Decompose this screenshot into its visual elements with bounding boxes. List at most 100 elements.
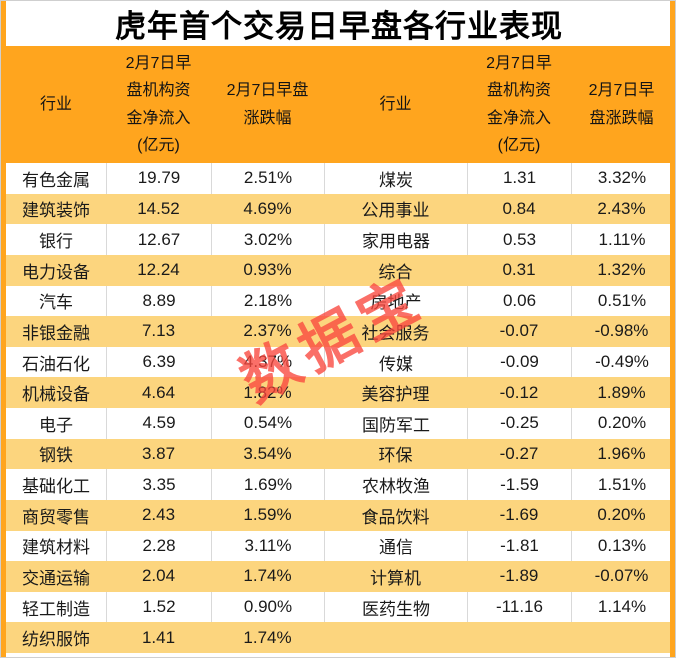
table-row: 轻工制造 1.52 0.90% 医药生物 -11.16 1.14% xyxy=(6,591,672,623)
change-cell: 3.11% xyxy=(211,530,324,562)
industry-cell: 家用电器 xyxy=(324,224,467,255)
change-cell: 2.43% xyxy=(597,198,646,218)
industry-cell: 电子 xyxy=(39,415,73,435)
net-inflow-cell: -0.25 xyxy=(467,408,571,439)
change-cell: 0.13% xyxy=(571,530,672,562)
industry-cell: 综合 xyxy=(378,262,413,282)
change-cell: 1.59% xyxy=(243,505,292,525)
change-cell: 2.51% xyxy=(211,163,324,194)
change-cell: 2.37% xyxy=(243,321,292,341)
right-border-strip xyxy=(670,1,675,657)
table-row: 基础化工 3.35 1.69% 农林牧渔 -1.59 1.51% xyxy=(6,469,672,500)
change-cell: 4.37% xyxy=(211,346,324,378)
table-row: 交通运输 2.04 1.74% 计算机 -1.89 -0.07% xyxy=(6,561,672,592)
industry-cell: 石油石化 xyxy=(22,354,90,374)
net-inflow-cell: -0.07 xyxy=(499,321,539,341)
table-row: 建筑装饰 14.52 4.69% 公用事业 0.84 2.43% xyxy=(6,193,672,225)
change-cell: 0.93% xyxy=(243,260,292,280)
table-row: 钢铁 3.87 3.54% 环保 -0.27 1.96% xyxy=(6,438,672,470)
table-row: 电力设备 12.24 0.93% 综合 0.31 1.32% xyxy=(6,254,672,286)
industry-cell xyxy=(324,622,467,653)
table-row: 非银金融 7.13 2.37% 社会服务 -0.07 -0.98% xyxy=(6,316,672,347)
industry-cell: 商贸零售 xyxy=(22,507,90,527)
header-net-inflow-right: 2月7日早 盘机构资 金净流入 (亿元) xyxy=(486,55,552,154)
net-inflow-cell: -11.16 xyxy=(467,591,571,623)
table-row: 商贸零售 2.43 1.59% 食品饮料 -1.69 0.20% xyxy=(6,499,672,531)
net-inflow-cell: 14.52 xyxy=(137,198,180,218)
change-cell: 1.69% xyxy=(211,469,324,500)
table-row: 银行 12.67 3.02% 家用电器 0.53 1.11% xyxy=(6,224,672,255)
industry-cell: 农林牧渔 xyxy=(324,469,467,500)
change-cell: 0.54% xyxy=(211,408,324,439)
industry-cell: 美容护理 xyxy=(361,385,430,405)
net-inflow-cell: 12.67 xyxy=(106,224,211,255)
net-inflow-cell: -1.89 xyxy=(499,566,539,586)
industry-cell: 非银金融 xyxy=(22,323,90,343)
net-inflow-cell: -0.12 xyxy=(499,382,539,402)
header-change-right: 2月7日早 盘涨跌幅 xyxy=(588,82,655,127)
table-row: 电子 4.59 0.54% 国防军工 -0.25 0.20% xyxy=(6,408,672,439)
page-title: 虎年首个交易日早盘各行业表现 xyxy=(6,1,672,46)
industry-cell: 轻工制造 xyxy=(22,599,90,619)
net-inflow-cell: 0.31 xyxy=(502,260,536,280)
net-inflow-cell: 7.13 xyxy=(141,321,176,341)
table-row: 石油石化 6.39 4.37% 传媒 -0.09 -0.49% xyxy=(6,346,672,378)
net-inflow-cell: -1.81 xyxy=(467,530,571,562)
net-inflow-cell: 4.59 xyxy=(106,408,211,439)
net-inflow-cell: 1.31 xyxy=(467,163,571,194)
industry-cell: 汽车 xyxy=(39,293,73,313)
industry-cell: 食品饮料 xyxy=(361,507,430,527)
change-cell: 1.89% xyxy=(597,382,646,402)
change-cell: 0.90% xyxy=(211,591,324,623)
industry-cell: 有色金属 xyxy=(22,170,90,190)
net-inflow-cell: 12.24 xyxy=(137,260,180,280)
industry-cell: 通信 xyxy=(324,530,467,562)
table-row: 建筑材料 2.28 3.11% 通信 -1.81 0.13% xyxy=(6,530,672,562)
industry-cell: 建筑材料 xyxy=(22,538,90,558)
change-cell: -0.07% xyxy=(594,566,649,586)
industry-cell: 交通运输 xyxy=(22,568,90,588)
net-inflow-cell: 8.89 xyxy=(106,285,211,317)
industry-table: 行业 2月7日早 盘机构资 金净流入 (亿元) 2月7日早盘 涨跌幅 行业 2月… xyxy=(6,46,672,653)
change-cell: 1.96% xyxy=(597,443,646,463)
net-inflow-cell: 3.35 xyxy=(106,469,211,500)
change-cell: 0.20% xyxy=(597,505,646,525)
net-inflow-cell: 2.04 xyxy=(141,566,176,586)
change-cell: -0.98% xyxy=(594,321,649,341)
industry-cell: 环保 xyxy=(378,446,413,466)
header-industry-left: 行业 xyxy=(39,95,72,113)
net-inflow-cell: 19.79 xyxy=(106,163,211,194)
net-inflow-cell: -0.27 xyxy=(499,443,539,463)
net-inflow-cell: 6.39 xyxy=(106,346,211,378)
industry-cell: 煤炭 xyxy=(324,163,467,194)
net-inflow-cell: 0.53 xyxy=(467,224,571,255)
left-border-strip xyxy=(1,1,6,657)
industry-cell: 国防军工 xyxy=(324,408,467,439)
industry-cell: 机械设备 xyxy=(22,385,90,405)
industry-cell: 计算机 xyxy=(370,568,421,588)
change-cell: -0.49% xyxy=(571,346,672,378)
change-cell xyxy=(571,622,672,653)
industry-cell: 传媒 xyxy=(324,346,467,378)
header-industry-right: 行业 xyxy=(379,95,412,113)
industry-cell: 建筑装饰 xyxy=(22,201,90,221)
table-body: 有色金属 19.79 2.51% 煤炭 1.31 3.32% 建筑装饰 14.5… xyxy=(6,163,672,653)
net-inflow-cell: -0.09 xyxy=(467,346,571,378)
header-change-left: 2月7日早盘 涨跌幅 xyxy=(226,82,309,127)
change-cell: 3.02% xyxy=(211,224,324,255)
net-inflow-cell: -1.59 xyxy=(467,469,571,500)
industry-cell: 基础化工 xyxy=(22,477,90,497)
industry-cell: 纺织服饰 xyxy=(22,630,90,650)
change-cell: 1.14% xyxy=(571,591,672,623)
table-row: 汽车 8.89 2.18% 房地产 0.06 0.51% xyxy=(6,285,672,317)
header-net-inflow-left: 2月7日早 盘机构资 金净流入 (亿元) xyxy=(125,55,192,154)
net-inflow-cell: 3.87 xyxy=(141,443,176,463)
industry-cell: 钢铁 xyxy=(39,446,73,466)
net-inflow-cell: 1.41 xyxy=(141,627,176,647)
change-cell: 1.11% xyxy=(571,224,672,255)
change-cell: 1.51% xyxy=(571,469,672,500)
net-inflow-cell: 2.28 xyxy=(106,530,211,562)
industry-cell: 电力设备 xyxy=(22,262,90,282)
change-cell: 3.54% xyxy=(243,443,292,463)
